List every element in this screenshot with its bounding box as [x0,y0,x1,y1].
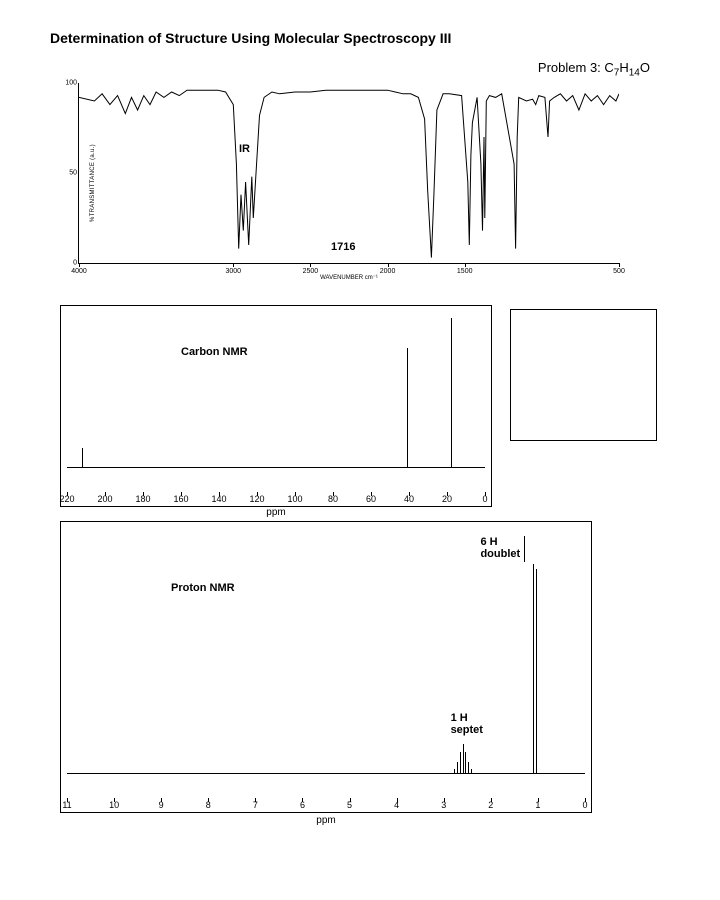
proton-nmr-tick-label: 3 [441,800,446,810]
doublet-annot-split: doublet [480,548,520,560]
proton-nmr-tick-label: 11 [62,800,71,810]
ir-peak-label: 1716 [331,241,355,253]
formula-C: C [604,60,613,75]
carbon-nmr-tick-label: 20 [442,494,452,504]
carbon-nmr-baseline [67,467,485,468]
ir-ytick-label: 0 [73,259,77,266]
ir-xtick-label: 500 [613,268,625,275]
formula-H: H [619,60,628,75]
proton-nmr-tick-label: 10 [109,800,119,810]
carbon-nmr-tick-label: 60 [366,494,376,504]
ir-ytick-label: 50 [69,169,77,176]
proton-nmr-tick-label: 7 [253,800,258,810]
problem-label: Problem 3: C7H14O [50,60,670,79]
proton-nmr-tick-label: 2 [488,800,493,810]
carbon-nmr-tick-label: 220 [59,494,74,504]
carbon-nmr-panel: Carbon NMR ppm 2202001801601401201008060… [60,305,492,507]
doublet-annotation-bar [524,536,525,562]
ir-label: IR [239,143,250,155]
ir-xtick-label: 4000 [71,268,87,275]
proton-nmr-septet-peak [460,752,461,774]
carbon-nmr-tick-label: 200 [97,494,112,504]
ir-trace [79,83,619,263]
proton-nmr-tick-label: 9 [159,800,164,810]
doublet-annot-count: 6 H [480,536,520,548]
ir-xtick-label: 3000 [225,268,241,275]
carbon-nmr-tick-label: 160 [173,494,188,504]
page-title: Determination of Structure Using Molecul… [50,30,670,46]
proton-nmr-panel: Proton NMR ppm 111098765432106 Hdoublet1… [60,521,592,813]
carbon-nmr-tick-label: 140 [211,494,226,504]
septet-annotation: 1 Hseptet [451,712,483,736]
ir-xtick [619,263,620,267]
proton-nmr-tick-label: 0 [582,800,587,810]
ir-xtick [465,263,466,267]
ir-xtick [79,263,80,267]
proton-nmr-tick-label: 4 [394,800,399,810]
proton-nmr-tick-label: 6 [300,800,305,810]
proton-nmr-septet-peak [471,769,472,774]
proton-nmr-unit: ppm [316,815,335,826]
ir-xtick-label: 1500 [457,268,473,275]
ir-xtick [310,263,311,267]
doublet-annotation: 6 Hdoublet [480,536,520,560]
proton-nmr-septet-peak [454,769,455,774]
carbon-nmr-unit: ppm [266,507,285,518]
septet-annot-count: 1 H [451,712,483,724]
formula-n2: 14 [629,68,640,79]
carbon-nmr-plot-area [67,312,485,480]
formula-O: O [640,60,650,75]
answer-box [510,309,657,441]
ir-xtick-label: 2000 [380,268,396,275]
carbon-nmr-tick-label: 100 [287,494,302,504]
proton-nmr-septet-peak [468,762,469,774]
ir-spectrum-panel: %TRANSMITTANCE (a.u.) IR 1716 WAVENUMBER… [60,83,630,283]
proton-nmr-tick-label: 1 [535,800,540,810]
proton-nmr-septet-peak [465,752,466,774]
carbon-nmr-peak [407,348,408,468]
proton-nmr-septet-peak [457,762,458,774]
problem-prefix: Problem 3: [538,60,604,75]
proton-nmr-doublet-peak [533,564,535,774]
proton-nmr-tick-label: 5 [347,800,352,810]
ir-plot-area: IR 1716 WAVENUMBER cm⁻¹ 4000300025002000… [78,83,619,264]
carbon-nmr-tick-label: 40 [404,494,414,504]
proton-nmr-doublet-peak [536,569,538,774]
carbon-nmr-tick-label: 180 [135,494,150,504]
proton-nmr-plot-area [67,528,585,786]
ir-ytick-label: 100 [65,79,77,86]
carbon-nmr-peak [451,318,452,468]
ir-xtick [233,263,234,267]
proton-nmr-tick-label: 8 [206,800,211,810]
ir-xtick-label: 2500 [303,268,319,275]
carbon-nmr-tick-label: 80 [328,494,338,504]
proton-nmr-septet-peak [463,744,464,774]
carbon-nmr-tick-label: 0 [482,494,487,504]
carbon-nmr-tick-label: 120 [249,494,264,504]
septet-annot-split: septet [451,724,483,736]
ir-x-axis-label: WAVENUMBER cm⁻¹ [320,274,378,281]
carbon-nmr-peak [82,448,83,468]
ir-xtick [388,263,389,267]
proton-nmr-baseline [67,773,585,774]
